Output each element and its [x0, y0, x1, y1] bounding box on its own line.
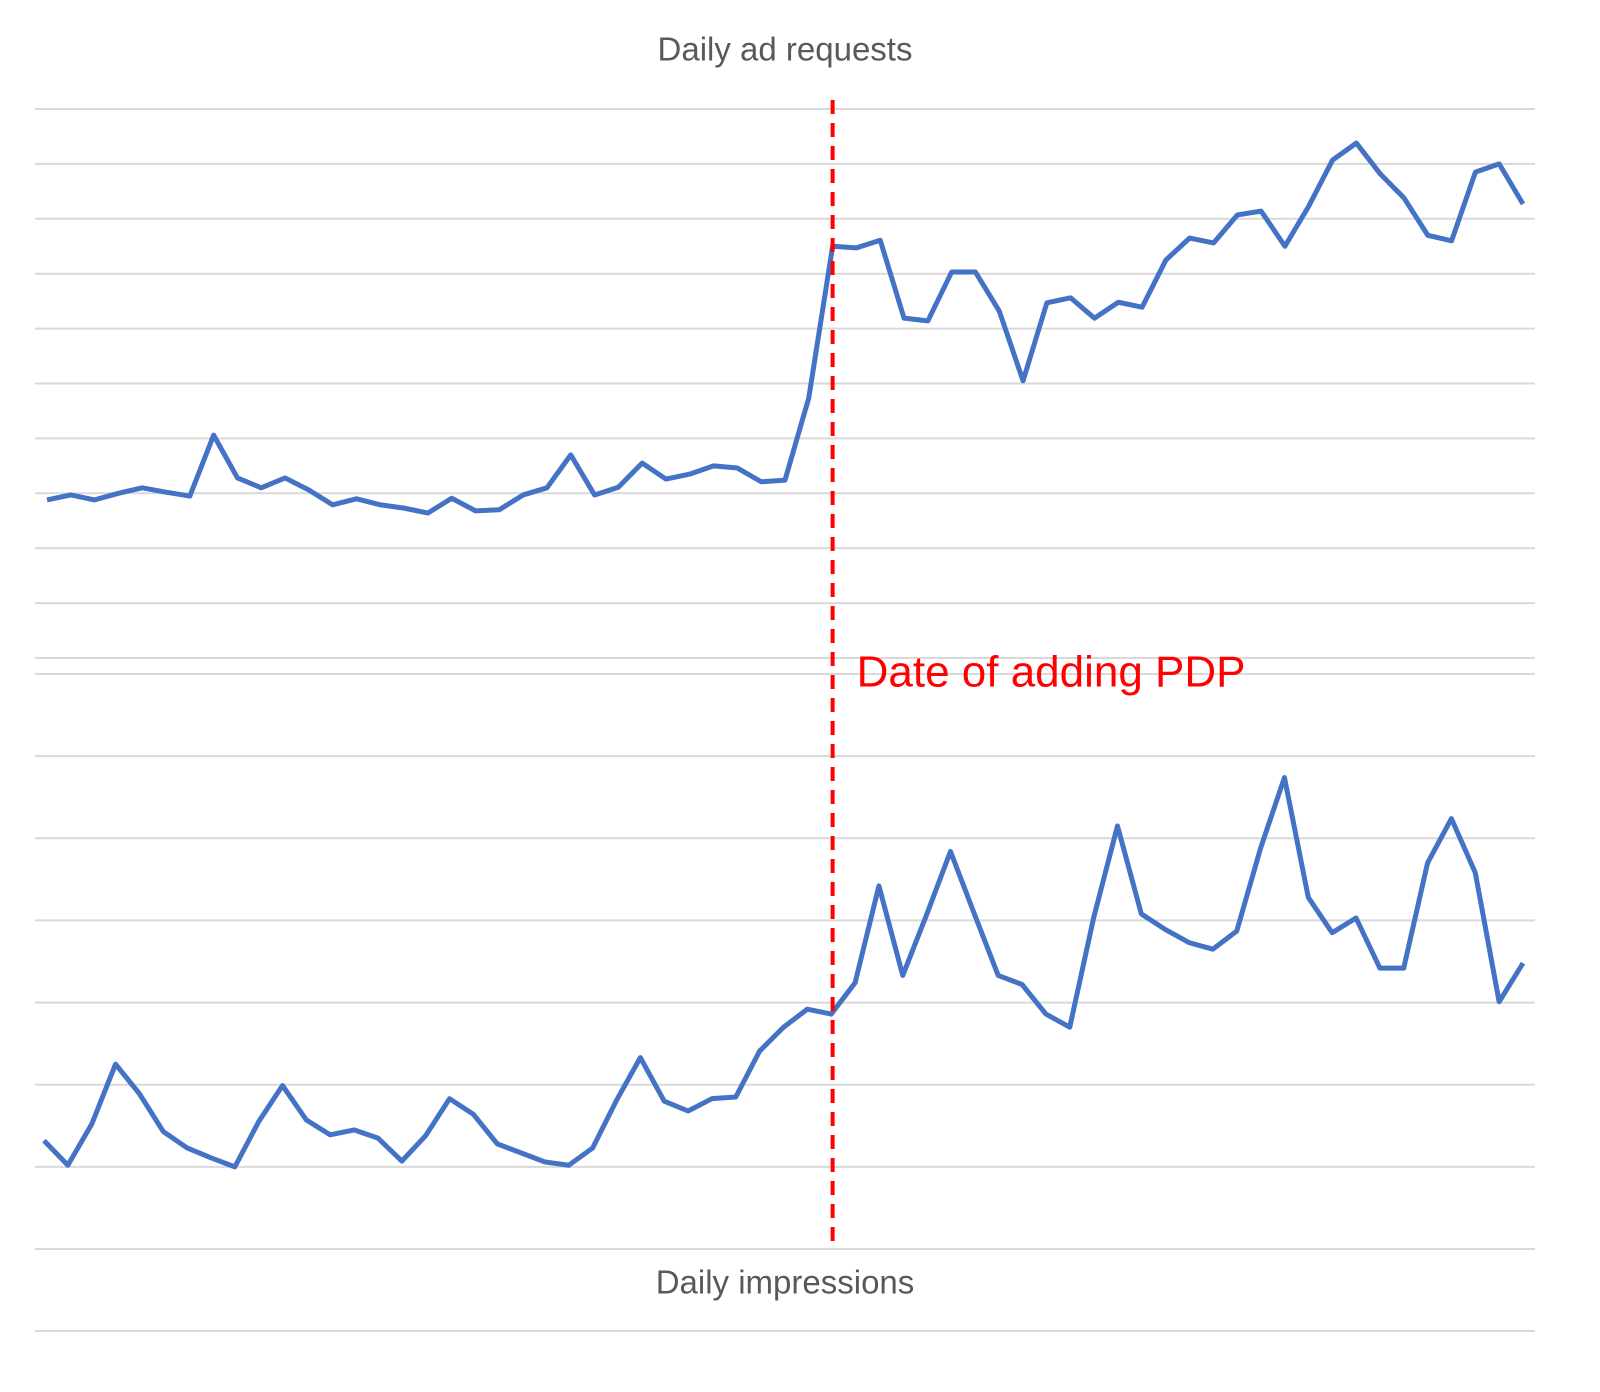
data-line [46, 140, 1526, 516]
annotation-text: Date of adding PDP [857, 648, 1246, 697]
chart-title: Daily impressions [656, 1264, 915, 1301]
chart-title: Daily ad requests [658, 31, 913, 68]
data-line [42, 775, 1526, 1170]
